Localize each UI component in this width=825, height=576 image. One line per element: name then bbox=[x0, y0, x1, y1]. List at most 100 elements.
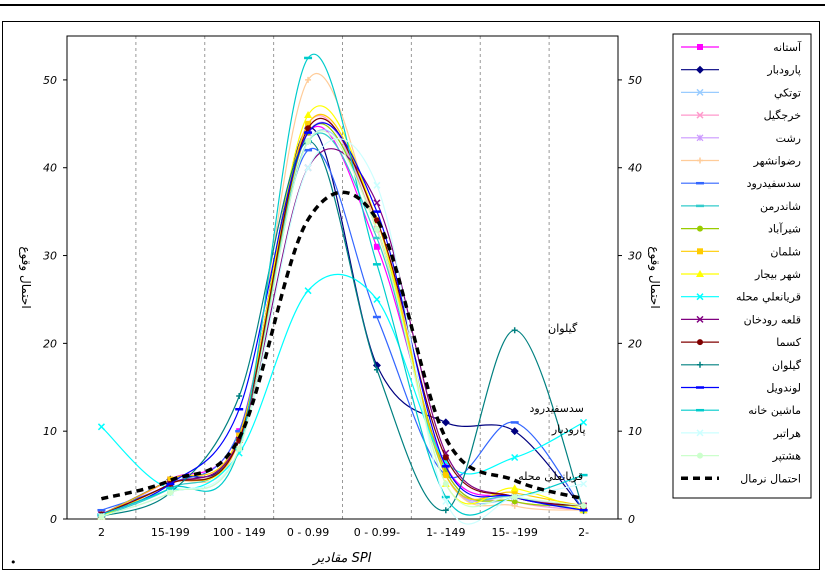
y-tick-label: 0 bbox=[50, 513, 57, 526]
data-point bbox=[305, 120, 312, 127]
series-lines bbox=[97, 53, 588, 525]
legend-marker bbox=[697, 339, 703, 346]
x-axis: 2 15-199 100 - 149 0 - 0.99 0 - 0.99- 1- -149… bbox=[98, 526, 589, 539]
series-1 bbox=[97, 124, 588, 519]
legend-label: خرجگيل bbox=[764, 109, 801, 122]
y-tick-label: 50 bbox=[43, 74, 57, 87]
x-tick-label: 2- bbox=[578, 526, 589, 539]
legend-item: لوندويل bbox=[681, 382, 801, 395]
legend-label: پارودبار bbox=[766, 64, 801, 77]
y-tick-label: 20 bbox=[628, 337, 642, 350]
legend-item: رشت bbox=[681, 132, 801, 145]
legend-item: شيرآباد bbox=[681, 222, 801, 236]
x-tick-label: 0 - 0.99- bbox=[354, 526, 400, 539]
data-point bbox=[511, 327, 518, 334]
data-point bbox=[236, 445, 243, 452]
legend-label: توتكي bbox=[774, 86, 801, 99]
legend-entries: آستانه پارودبار توتكي خرجگيل رشت رضوانشهر سدسف… bbox=[681, 40, 802, 485]
data-point bbox=[304, 164, 312, 172]
legend-marker bbox=[697, 225, 703, 232]
legend-item: شهر بيجار bbox=[681, 268, 801, 281]
legend-marker bbox=[696, 134, 704, 142]
data-point bbox=[373, 199, 381, 207]
legend-item: قلعه رودخان bbox=[681, 313, 801, 326]
x-tick-label: 2 bbox=[98, 526, 105, 539]
series-line bbox=[100, 190, 585, 501]
data-point bbox=[304, 287, 312, 295]
legend-marker bbox=[696, 293, 704, 301]
legend-label: ماشين خانه bbox=[748, 404, 801, 417]
legend-marker bbox=[696, 429, 704, 437]
legend-label: شيرآباد bbox=[768, 222, 801, 236]
data-point bbox=[510, 427, 519, 436]
legend-item: رضوانشهر bbox=[681, 155, 801, 168]
data-point bbox=[511, 498, 518, 505]
legend-marker bbox=[697, 361, 703, 368]
y-tick-label: 20 bbox=[43, 337, 57, 350]
y-tick-label: 50 bbox=[628, 74, 642, 87]
data-point bbox=[442, 472, 449, 479]
data-point bbox=[442, 458, 450, 466]
data-point bbox=[304, 111, 313, 119]
x-tick-label: 1- -149 bbox=[426, 526, 465, 539]
legend-item: شاندرمن bbox=[681, 200, 801, 213]
data-point bbox=[511, 494, 518, 501]
legend-item: ماشين خانه bbox=[681, 404, 801, 417]
legend-item: شلمان bbox=[681, 245, 801, 258]
legend-label: شاندرمن bbox=[760, 200, 801, 213]
legend-label: احتمال نرمال bbox=[740, 472, 801, 485]
legend-item: كسما bbox=[681, 336, 802, 349]
legend-marker bbox=[697, 157, 703, 164]
legend-marker bbox=[696, 111, 704, 119]
legend-marker bbox=[697, 452, 703, 459]
data-point bbox=[98, 513, 105, 520]
legend-label: لوندويل bbox=[766, 382, 801, 395]
series-18 bbox=[98, 130, 587, 520]
data-point bbox=[511, 489, 518, 496]
legend-item: احتمال نرمال bbox=[681, 472, 801, 485]
y-tick-label: 10 bbox=[43, 425, 57, 438]
y-tick-label: 30 bbox=[43, 250, 57, 263]
data-point bbox=[442, 449, 450, 457]
series-line bbox=[101, 130, 584, 517]
legend-label: سدسفيدرود bbox=[747, 177, 801, 190]
data-point bbox=[442, 454, 449, 461]
legend-marker bbox=[697, 248, 703, 255]
x-axis-title: مقادیر SPI bbox=[311, 551, 371, 566]
legend-label: رشت bbox=[776, 132, 801, 145]
legend-marker bbox=[696, 315, 704, 323]
series-line bbox=[101, 122, 584, 516]
legend-item: گيلوان bbox=[681, 359, 802, 372]
data-point bbox=[373, 226, 380, 233]
legend-label: هراتبر bbox=[773, 427, 802, 440]
data-point bbox=[236, 393, 243, 400]
x-tick-label: 15-199 bbox=[151, 526, 190, 539]
annotation-label: قریانعلی محله bbox=[518, 470, 583, 483]
y-axis-title-right: احتمال وقوع bbox=[647, 246, 662, 308]
data-point bbox=[442, 507, 449, 514]
data-point bbox=[373, 295, 381, 303]
data-point bbox=[580, 480, 588, 488]
legend-marker bbox=[696, 65, 704, 74]
legend-item: هراتبر bbox=[681, 427, 801, 440]
legend-marker bbox=[697, 44, 703, 50]
y-tick-label: 30 bbox=[628, 250, 642, 263]
legend-label: قلعه رودخان bbox=[744, 313, 801, 326]
series-line bbox=[101, 127, 585, 516]
y-tick-label: 40 bbox=[628, 162, 642, 175]
annotation-label: سدسفیدرود bbox=[529, 402, 583, 415]
data-point bbox=[580, 418, 588, 426]
legend-marker bbox=[696, 270, 704, 277]
series-line bbox=[101, 148, 584, 516]
legend-item: آستانه bbox=[681, 40, 802, 54]
annotation-label: گیلوان bbox=[548, 322, 578, 335]
data-point bbox=[373, 366, 380, 373]
y-axis-title-left: احتمال وقوع bbox=[18, 246, 33, 308]
annotations: گیلوان سدسفیدرود پارودبار قریانعلی محله bbox=[518, 322, 585, 483]
x-tick-label: 0 - 0.99 bbox=[287, 526, 329, 539]
data-point bbox=[305, 76, 312, 83]
legend-label: شهر بيجار bbox=[754, 268, 801, 281]
data-point bbox=[373, 181, 381, 189]
series-19 bbox=[100, 190, 585, 501]
